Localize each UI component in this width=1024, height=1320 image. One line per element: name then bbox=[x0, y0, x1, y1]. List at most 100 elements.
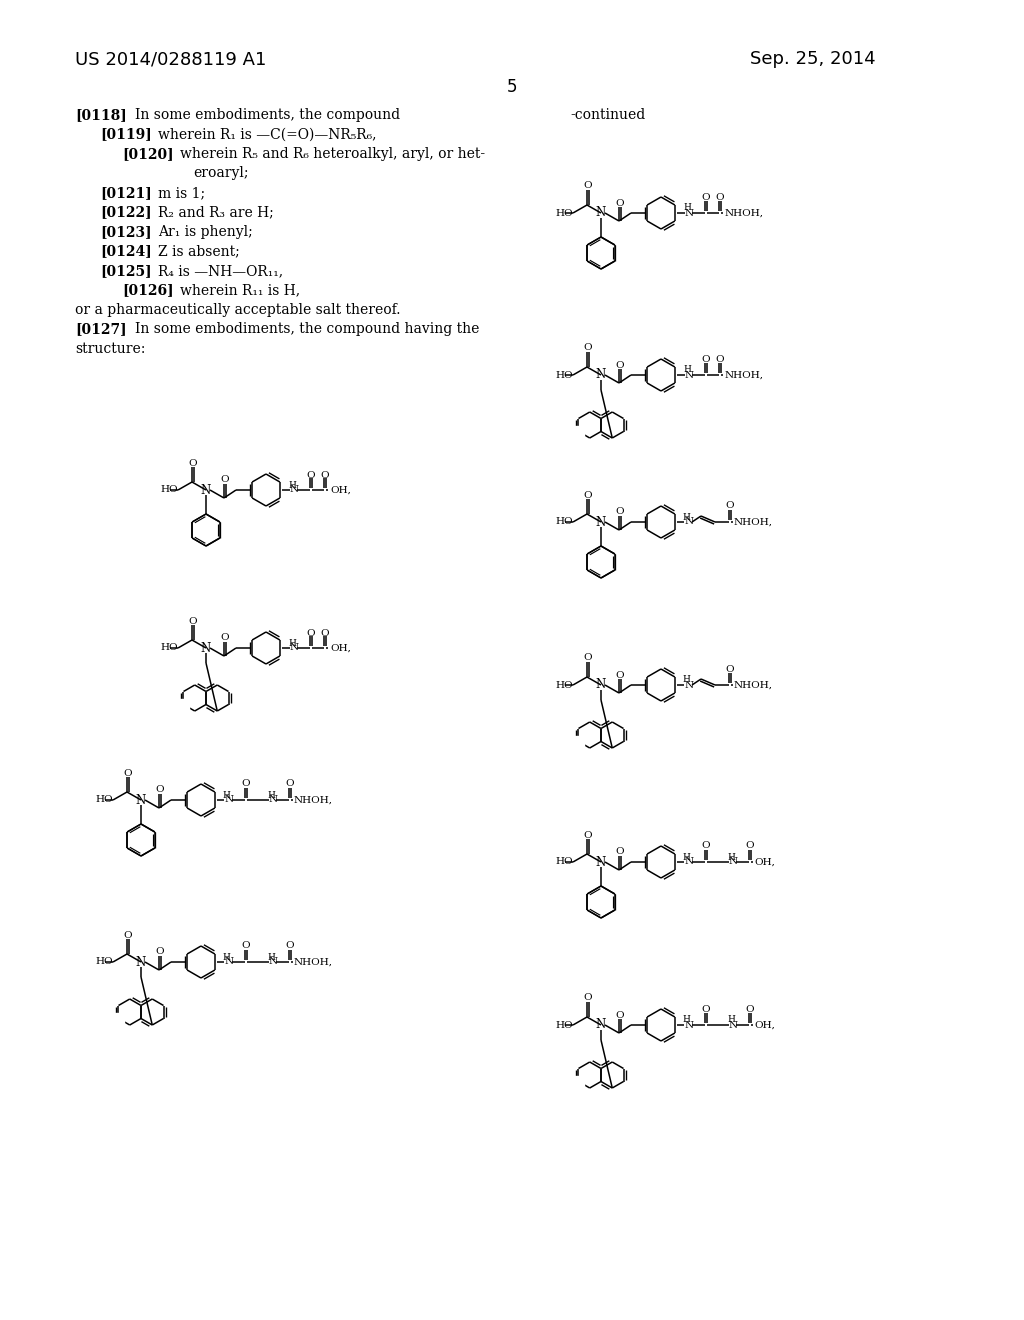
Text: N: N bbox=[201, 642, 211, 655]
Text: HO: HO bbox=[160, 486, 177, 495]
Text: wherein R₁ is —C(=O)—NR₅R₆,: wherein R₁ is —C(=O)—NR₅R₆, bbox=[158, 128, 377, 141]
Text: 5: 5 bbox=[507, 78, 517, 96]
Text: O: O bbox=[242, 780, 250, 788]
Text: N: N bbox=[684, 209, 693, 218]
Text: O: O bbox=[286, 941, 294, 950]
Text: N: N bbox=[684, 858, 693, 866]
Text: O: O bbox=[221, 475, 229, 484]
Text: US 2014/0288119 A1: US 2014/0288119 A1 bbox=[75, 50, 266, 69]
Text: H: H bbox=[682, 512, 690, 521]
Text: H: H bbox=[222, 791, 230, 800]
Text: [0121]: [0121] bbox=[100, 186, 152, 201]
Text: O: O bbox=[615, 1011, 625, 1019]
Text: m is 1;: m is 1; bbox=[158, 186, 205, 201]
Text: H: H bbox=[682, 676, 690, 685]
Text: O: O bbox=[615, 847, 625, 857]
Text: O: O bbox=[584, 830, 592, 840]
Text: N: N bbox=[224, 796, 233, 804]
Text: N: N bbox=[596, 516, 606, 528]
Text: N: N bbox=[596, 1019, 606, 1031]
Text: O: O bbox=[615, 360, 625, 370]
Text: HO: HO bbox=[555, 858, 572, 866]
Text: O: O bbox=[584, 343, 592, 352]
Text: O: O bbox=[615, 671, 625, 680]
Text: N: N bbox=[574, 737, 583, 746]
Text: H: H bbox=[288, 480, 296, 490]
Text: NHOH,: NHOH, bbox=[734, 517, 773, 527]
Text: N: N bbox=[115, 1014, 123, 1023]
Text: HO: HO bbox=[555, 681, 572, 689]
Text: N: N bbox=[574, 426, 583, 436]
Text: O: O bbox=[745, 1005, 755, 1014]
Text: H: H bbox=[727, 853, 735, 862]
Text: O: O bbox=[188, 458, 198, 467]
Text: O: O bbox=[188, 616, 198, 626]
Text: [0119]: [0119] bbox=[100, 128, 152, 141]
Text: N: N bbox=[596, 368, 606, 381]
Text: eroaryl;: eroaryl; bbox=[193, 166, 249, 181]
Text: N: N bbox=[684, 517, 693, 527]
Text: N: N bbox=[290, 644, 299, 652]
Text: O: O bbox=[321, 470, 330, 479]
Text: [0123]: [0123] bbox=[100, 224, 152, 239]
Text: OH,: OH, bbox=[330, 644, 351, 652]
Text: O: O bbox=[286, 780, 294, 788]
Text: O: O bbox=[306, 628, 315, 638]
Text: O: O bbox=[701, 842, 711, 850]
Text: O: O bbox=[156, 948, 164, 957]
Text: O: O bbox=[726, 664, 734, 673]
Text: N: N bbox=[179, 700, 187, 709]
Text: Z is absent;: Z is absent; bbox=[158, 244, 240, 259]
Text: O: O bbox=[701, 194, 711, 202]
Text: O: O bbox=[584, 653, 592, 663]
Text: HO: HO bbox=[555, 371, 572, 380]
Text: O: O bbox=[124, 931, 132, 940]
Text: HO: HO bbox=[555, 517, 572, 527]
Text: N: N bbox=[684, 1020, 693, 1030]
Text: O: O bbox=[615, 507, 625, 516]
Text: OH,: OH, bbox=[754, 858, 775, 866]
Text: N: N bbox=[684, 681, 693, 689]
Text: N: N bbox=[728, 858, 737, 866]
Text: HO: HO bbox=[555, 209, 572, 218]
Text: O: O bbox=[306, 470, 315, 479]
Text: In some embodiments, the compound: In some embodiments, the compound bbox=[135, 108, 400, 121]
Text: wherein R₅ and R₆ heteroalkyl, aryl, or het-: wherein R₅ and R₆ heteroalkyl, aryl, or … bbox=[180, 147, 485, 161]
Text: OH,: OH, bbox=[330, 486, 351, 495]
Text: N: N bbox=[268, 796, 278, 804]
Text: O: O bbox=[321, 628, 330, 638]
Text: O: O bbox=[701, 355, 711, 364]
Text: N: N bbox=[290, 486, 299, 495]
Text: OH,: OH, bbox=[754, 1020, 775, 1030]
Text: N: N bbox=[136, 956, 146, 969]
Text: O: O bbox=[221, 634, 229, 643]
Text: NHOH,: NHOH, bbox=[725, 209, 764, 218]
Text: wherein R₁₁ is H,: wherein R₁₁ is H, bbox=[180, 284, 300, 297]
Text: H: H bbox=[267, 953, 274, 961]
Text: [0126]: [0126] bbox=[122, 284, 174, 297]
Text: [0118]: [0118] bbox=[75, 108, 127, 121]
Text: H: H bbox=[727, 1015, 735, 1024]
Text: [0120]: [0120] bbox=[122, 147, 174, 161]
Text: NHOH,: NHOH, bbox=[725, 371, 764, 380]
Text: O: O bbox=[584, 994, 592, 1002]
Text: HO: HO bbox=[555, 1020, 572, 1030]
Text: N: N bbox=[684, 371, 693, 380]
Text: O: O bbox=[726, 502, 734, 511]
Text: [0125]: [0125] bbox=[100, 264, 152, 279]
Text: HO: HO bbox=[160, 644, 177, 652]
Text: N: N bbox=[268, 957, 278, 966]
Text: [0124]: [0124] bbox=[100, 244, 152, 259]
Text: -continued: -continued bbox=[570, 108, 645, 121]
Text: NHOH,: NHOH, bbox=[734, 681, 773, 689]
Text: O: O bbox=[156, 785, 164, 795]
Text: N: N bbox=[224, 957, 233, 966]
Text: R₄ is —NH—OR₁₁,: R₄ is —NH—OR₁₁, bbox=[158, 264, 283, 279]
Text: H: H bbox=[683, 366, 691, 375]
Text: N: N bbox=[136, 793, 146, 807]
Text: N: N bbox=[596, 855, 606, 869]
Text: NHOH,: NHOH, bbox=[294, 957, 333, 966]
Text: N: N bbox=[201, 483, 211, 496]
Text: O: O bbox=[701, 1005, 711, 1014]
Text: H: H bbox=[267, 791, 274, 800]
